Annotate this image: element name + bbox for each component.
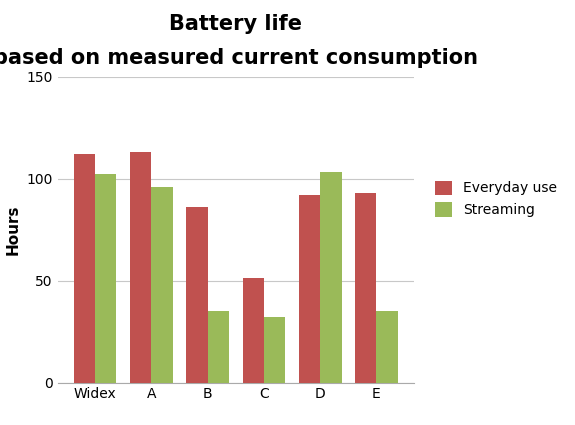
Bar <box>243 278 264 382</box>
Y-axis label: Hours: Hours <box>6 204 21 255</box>
Bar <box>299 195 320 382</box>
Text: Battery life: Battery life <box>169 14 302 34</box>
Bar <box>95 174 117 382</box>
Bar <box>151 187 172 382</box>
Bar <box>377 311 398 382</box>
Bar <box>320 173 342 382</box>
Legend: Everyday use, Streaming: Everyday use, Streaming <box>435 181 557 217</box>
Bar <box>74 154 95 382</box>
Bar <box>264 317 285 382</box>
Bar <box>208 311 229 382</box>
Bar <box>186 207 208 382</box>
Bar <box>130 152 151 382</box>
Text: based on measured current consumption: based on measured current consumption <box>0 48 478 68</box>
Bar <box>355 193 377 382</box>
